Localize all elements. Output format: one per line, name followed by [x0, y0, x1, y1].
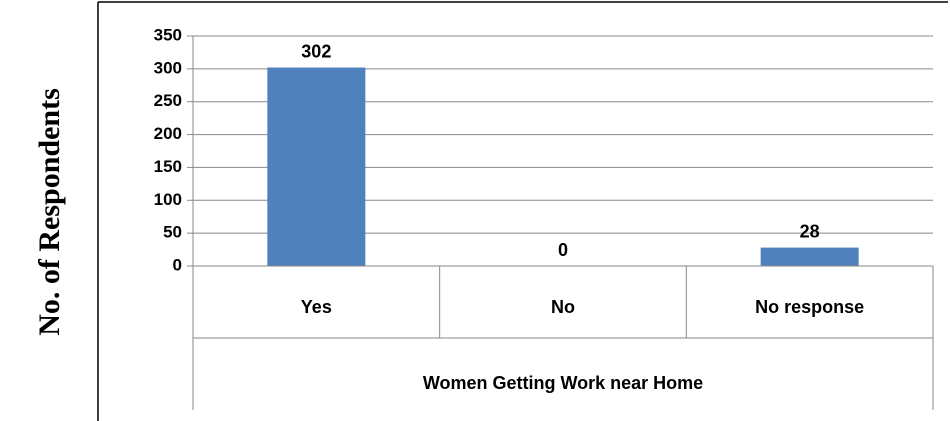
category-label: No response: [755, 297, 864, 317]
y-tick-label: 100: [154, 190, 182, 209]
y-tick-label: 350: [154, 25, 182, 44]
bar: [267, 67, 366, 267]
data-label: 28: [800, 222, 820, 242]
data-label: 302: [301, 42, 331, 62]
y-tick-labels: 0 50 100 150 200 250 300 350: [154, 25, 182, 274]
x-axis-title: Women Getting Work near Home: [423, 373, 703, 393]
bars: [267, 67, 859, 267]
category-grid: [193, 266, 934, 410]
data-label: 0: [558, 240, 568, 260]
category-label: No: [551, 297, 575, 317]
y-tick-label: 300: [154, 58, 182, 77]
y-tick-label: 200: [154, 124, 182, 143]
category-labels: Yes No No response: [301, 297, 864, 317]
y-axis-title: No. of Respondents: [33, 88, 66, 336]
data-labels: 302 0 28: [301, 42, 819, 260]
y-tick-label: 150: [154, 157, 182, 176]
bar: [760, 247, 859, 266]
category-label: Yes: [301, 297, 332, 317]
y-tick-label: 50: [163, 223, 182, 242]
y-tick-label: 250: [154, 91, 182, 110]
y-tick-label: 0: [173, 255, 182, 274]
